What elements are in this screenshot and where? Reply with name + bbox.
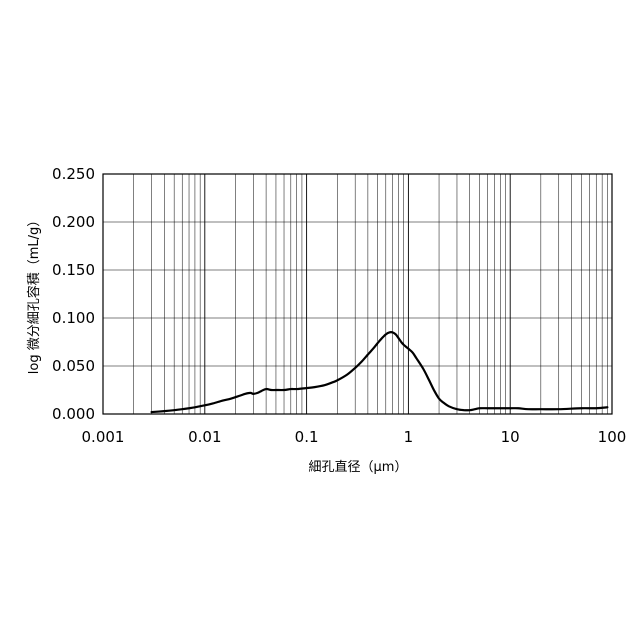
- x-tick-label: 0.001: [82, 428, 125, 446]
- series-line: [152, 332, 608, 412]
- x-tick-label: 0.01: [188, 428, 221, 446]
- x-tick-label: 0.1: [295, 428, 319, 446]
- x-tick-label: 1: [404, 428, 414, 446]
- y-tick-label: 0.000: [52, 405, 95, 423]
- x-tick-labels: 0.001 0.01 0.1 1 10 100: [82, 428, 627, 446]
- x-tick-label: 100: [598, 428, 627, 446]
- y-axis-title: log 微分細孔容積（mL/g）: [26, 214, 42, 375]
- x-axis-title: 細孔直径（μm）: [309, 460, 408, 475]
- series-layer: [152, 332, 608, 412]
- y-tick-label: 0.200: [52, 213, 95, 231]
- plot-frame: [103, 174, 612, 414]
- y-tick-labels: 0.000 0.050 0.100 0.150 0.200 0.250: [52, 165, 95, 423]
- x-tick-label: 10: [501, 428, 520, 446]
- y-tick-label: 0.100: [52, 309, 95, 327]
- major-grid: [103, 174, 612, 414]
- y-tick-label: 0.250: [52, 165, 95, 183]
- y-tick-label: 0.150: [52, 261, 95, 279]
- y-tick-label: 0.050: [52, 357, 95, 375]
